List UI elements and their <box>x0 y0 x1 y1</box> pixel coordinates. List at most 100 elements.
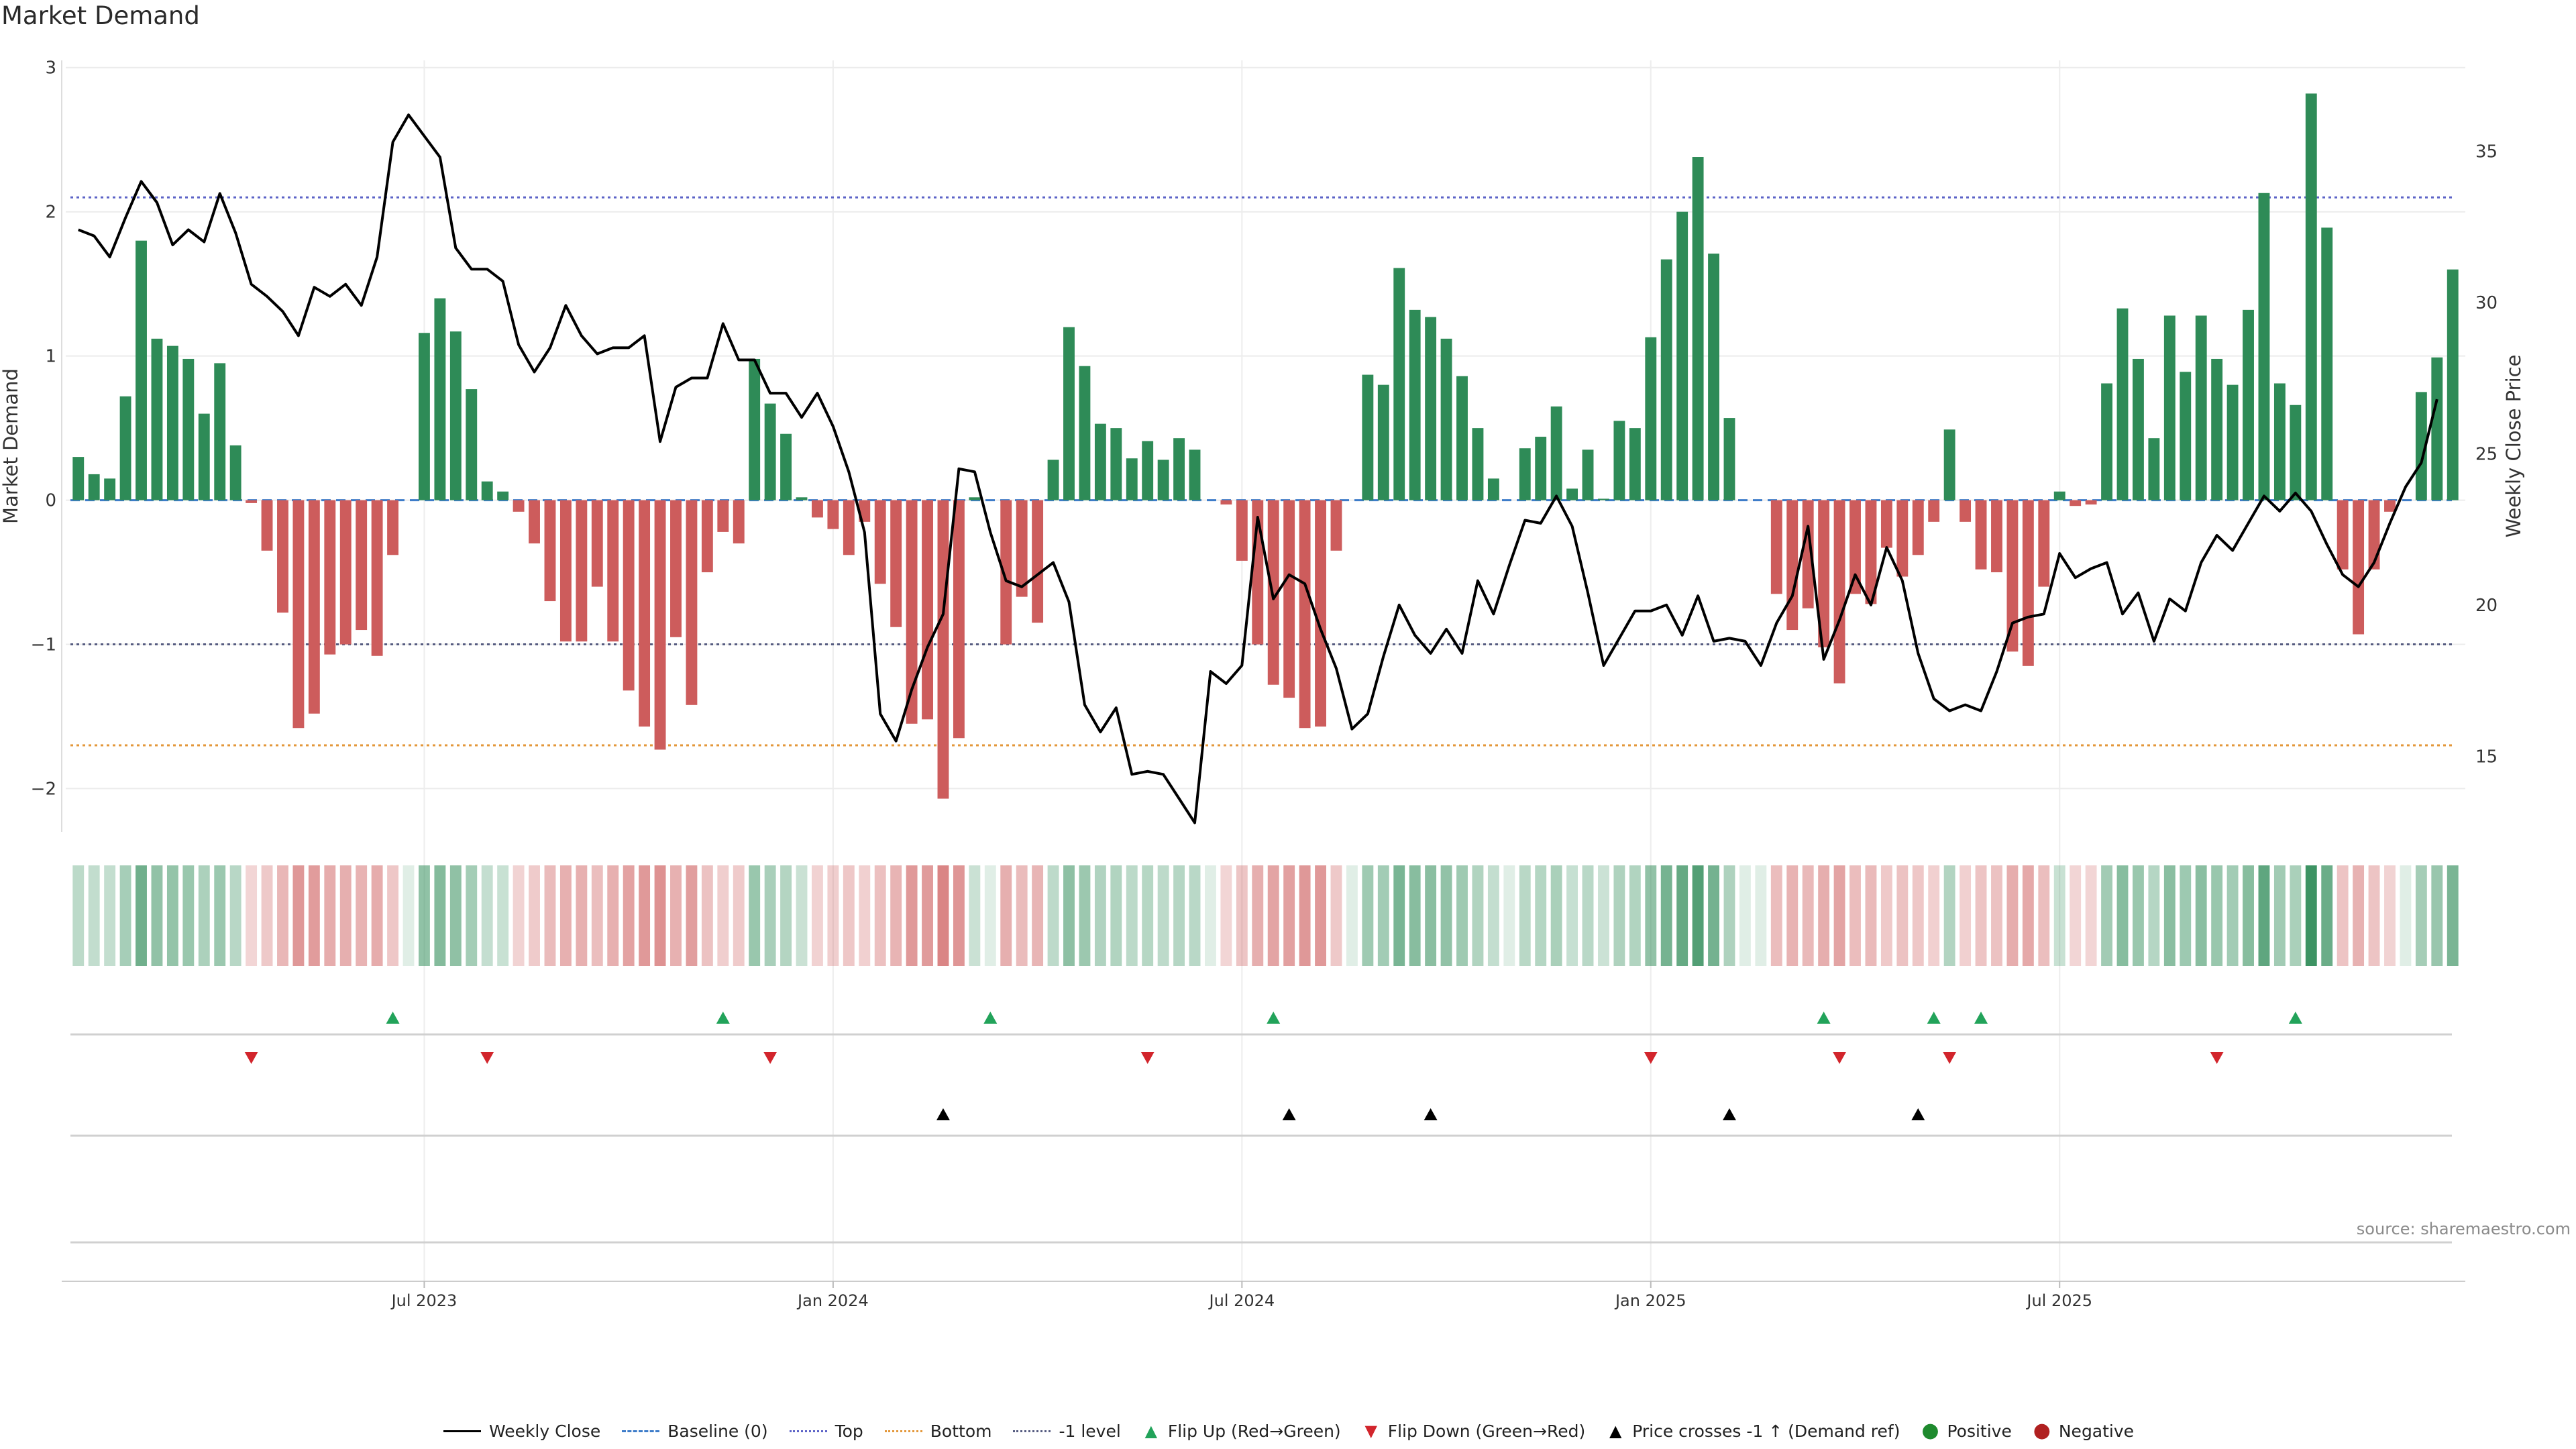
heat-strip-cell <box>1645 865 1657 966</box>
demand-bar <box>2226 384 2239 500</box>
dotted-swatch-icon <box>1012 1424 1052 1438</box>
demand-bar <box>686 500 698 705</box>
demand-bar <box>1487 478 1499 500</box>
heat-strip-cell <box>812 865 823 966</box>
y2-tick-label: 25 <box>2475 444 2498 464</box>
heat-strip-cell <box>1409 865 1421 966</box>
flip-up-marker <box>1817 1012 1831 1024</box>
demand-bar <box>1943 429 1955 500</box>
demand-bar <box>827 500 839 529</box>
heat-strip-cell <box>559 865 572 966</box>
heat-strip-cell <box>466 865 478 966</box>
demand-bar <box>419 333 430 500</box>
y-tick-label: 0 <box>45 491 56 511</box>
demand-bar <box>2163 315 2176 500</box>
legend-label: Positive <box>1947 1421 2012 1441</box>
flip-down-marker <box>244 1052 258 1064</box>
flip-up-marker <box>983 1012 998 1024</box>
x-tick-label: Jul 2023 <box>390 1291 458 1310</box>
heat-strip-cell <box>166 865 178 966</box>
heat-strip-cell <box>937 865 949 966</box>
demand-bar <box>1000 500 1012 645</box>
heat-strip-cell <box>906 865 918 966</box>
demand-bar <box>1723 418 1735 500</box>
heat-strip-cell <box>2353 865 2365 966</box>
demand-bars <box>72 93 2459 799</box>
heat-strip-cell <box>2070 865 2082 966</box>
demand-bar <box>953 500 965 739</box>
demand-bar <box>1692 157 1704 500</box>
heat-strip-cell <box>497 865 509 966</box>
heat-strip-cell <box>214 865 226 966</box>
heat-strip-cell <box>1880 865 1892 966</box>
legend-item-minus-one: -1 level <box>1012 1421 1121 1441</box>
heat-strip-cell <box>1330 865 1342 966</box>
heat-strip-cell <box>2101 865 2112 966</box>
demand-bar <box>497 491 509 500</box>
demand-bar <box>2431 357 2443 500</box>
demand-bar <box>2415 392 2427 500</box>
heat-strip-cell <box>2085 865 2097 966</box>
demand-bar <box>466 389 478 500</box>
heat-strip-cell <box>2038 865 2050 966</box>
demand-bar <box>1960 500 1972 522</box>
demand-bar <box>1991 500 2002 573</box>
legend-label: Flip Up (Red→Green) <box>1167 1421 1341 1441</box>
heat-strip-cell <box>1786 865 1799 966</box>
demand-bar <box>764 403 776 500</box>
demand-bar <box>1645 337 1657 500</box>
demand-bar <box>1315 500 1326 727</box>
heat-strip-cell <box>2006 865 2019 966</box>
heat-strip-cell <box>339 865 352 966</box>
demand-bar <box>119 396 131 500</box>
flip-down-marker <box>1833 1052 1847 1064</box>
heat-strip-cell <box>2133 865 2144 966</box>
price-cross-marker <box>1424 1108 1438 1120</box>
demand-bar <box>2243 309 2254 500</box>
heat-strip-cell <box>1503 865 1515 966</box>
heat-strip-cell <box>749 865 761 966</box>
heat-strip-cell <box>2290 865 2302 966</box>
demand-bar <box>2038 500 2050 587</box>
demand-bar <box>1928 500 1940 522</box>
demand-bar <box>2101 383 2112 500</box>
demand-bar <box>1220 500 1232 505</box>
demand-bar <box>1629 428 1641 500</box>
heat-strip-cell <box>1723 865 1735 966</box>
price-cross-marker <box>1911 1108 1925 1120</box>
y2-tick-label: 35 <box>2475 142 2498 162</box>
demand-bar <box>796 497 808 500</box>
flip-up-marker <box>2288 1012 2302 1024</box>
demand-bar <box>969 497 981 500</box>
legend-item-price-cross: ▲ Price crosses -1 ↑ (Demand ref) <box>1605 1421 1900 1441</box>
heat-strip-cell <box>1833 865 1845 966</box>
legend-label: Top <box>835 1421 863 1441</box>
y2-tick-label: 30 <box>2475 293 2498 313</box>
heat-strip-cell <box>1456 865 1468 966</box>
demand-bar <box>2195 315 2207 500</box>
demand-bar <box>576 500 588 642</box>
demand-bar <box>229 445 241 500</box>
demand-bar <box>2180 372 2192 500</box>
demand-bar <box>387 500 398 555</box>
heat-strip <box>72 865 2459 966</box>
heat-strip-cell <box>1912 865 1924 966</box>
heat-strip-cell <box>529 865 540 966</box>
demand-bar <box>1440 338 1452 500</box>
heat-strip-cell <box>1126 865 1138 966</box>
demand-bar <box>324 500 336 655</box>
heat-strip-cell <box>654 865 666 966</box>
heat-strip-cell <box>1896 865 1909 966</box>
heat-strip-cell <box>1189 865 1201 966</box>
dotted-swatch-icon <box>883 1424 924 1438</box>
heat-strip-cell <box>136 865 147 966</box>
demand-bar <box>1896 500 1909 577</box>
demand-bar <box>1582 449 1594 500</box>
demand-bar <box>104 478 116 500</box>
demand-bar <box>2133 358 2144 500</box>
demand-bar <box>136 240 147 500</box>
demand-bar <box>88 474 100 500</box>
heat-strip-cell <box>1425 865 1437 966</box>
flip-down-marker <box>1644 1052 1658 1064</box>
